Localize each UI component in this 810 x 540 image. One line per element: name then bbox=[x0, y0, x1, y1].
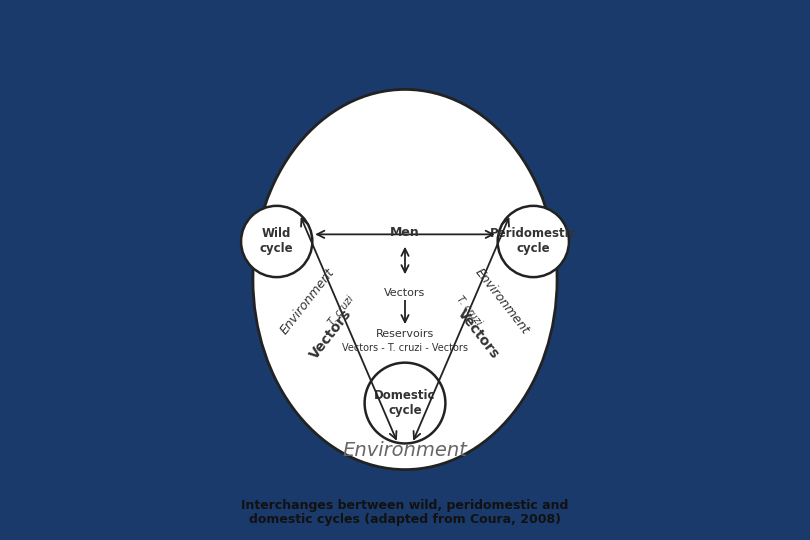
Text: Vectors: Vectors bbox=[308, 307, 355, 362]
Text: T. cruzi: T. cruzi bbox=[454, 294, 484, 327]
Text: Peridomestic
cycle: Peridomestic cycle bbox=[490, 227, 577, 255]
Text: Men: Men bbox=[390, 226, 420, 239]
Text: Environment: Environment bbox=[343, 441, 467, 460]
Circle shape bbox=[241, 206, 313, 277]
Text: Wild
cycle: Wild cycle bbox=[260, 227, 293, 255]
Circle shape bbox=[497, 206, 569, 277]
Text: Vectors - T. cruzi - Vectors: Vectors - T. cruzi - Vectors bbox=[342, 343, 468, 353]
Text: Reservoirs: Reservoirs bbox=[376, 329, 434, 340]
Text: Domestic
cycle: Domestic cycle bbox=[374, 389, 436, 417]
Text: Environment: Environment bbox=[473, 266, 532, 336]
Text: T. cruzi: T. cruzi bbox=[326, 294, 356, 327]
Ellipse shape bbox=[253, 90, 557, 470]
Text: Vectors: Vectors bbox=[385, 288, 425, 298]
Text: Environment: Environment bbox=[278, 266, 337, 336]
Circle shape bbox=[364, 363, 446, 443]
Text: Vectors: Vectors bbox=[455, 307, 502, 362]
Text: Interchanges bertween wild, peridomestic and
domestic cycles (adapted from Coura: Interchanges bertween wild, peridomestic… bbox=[241, 498, 569, 526]
